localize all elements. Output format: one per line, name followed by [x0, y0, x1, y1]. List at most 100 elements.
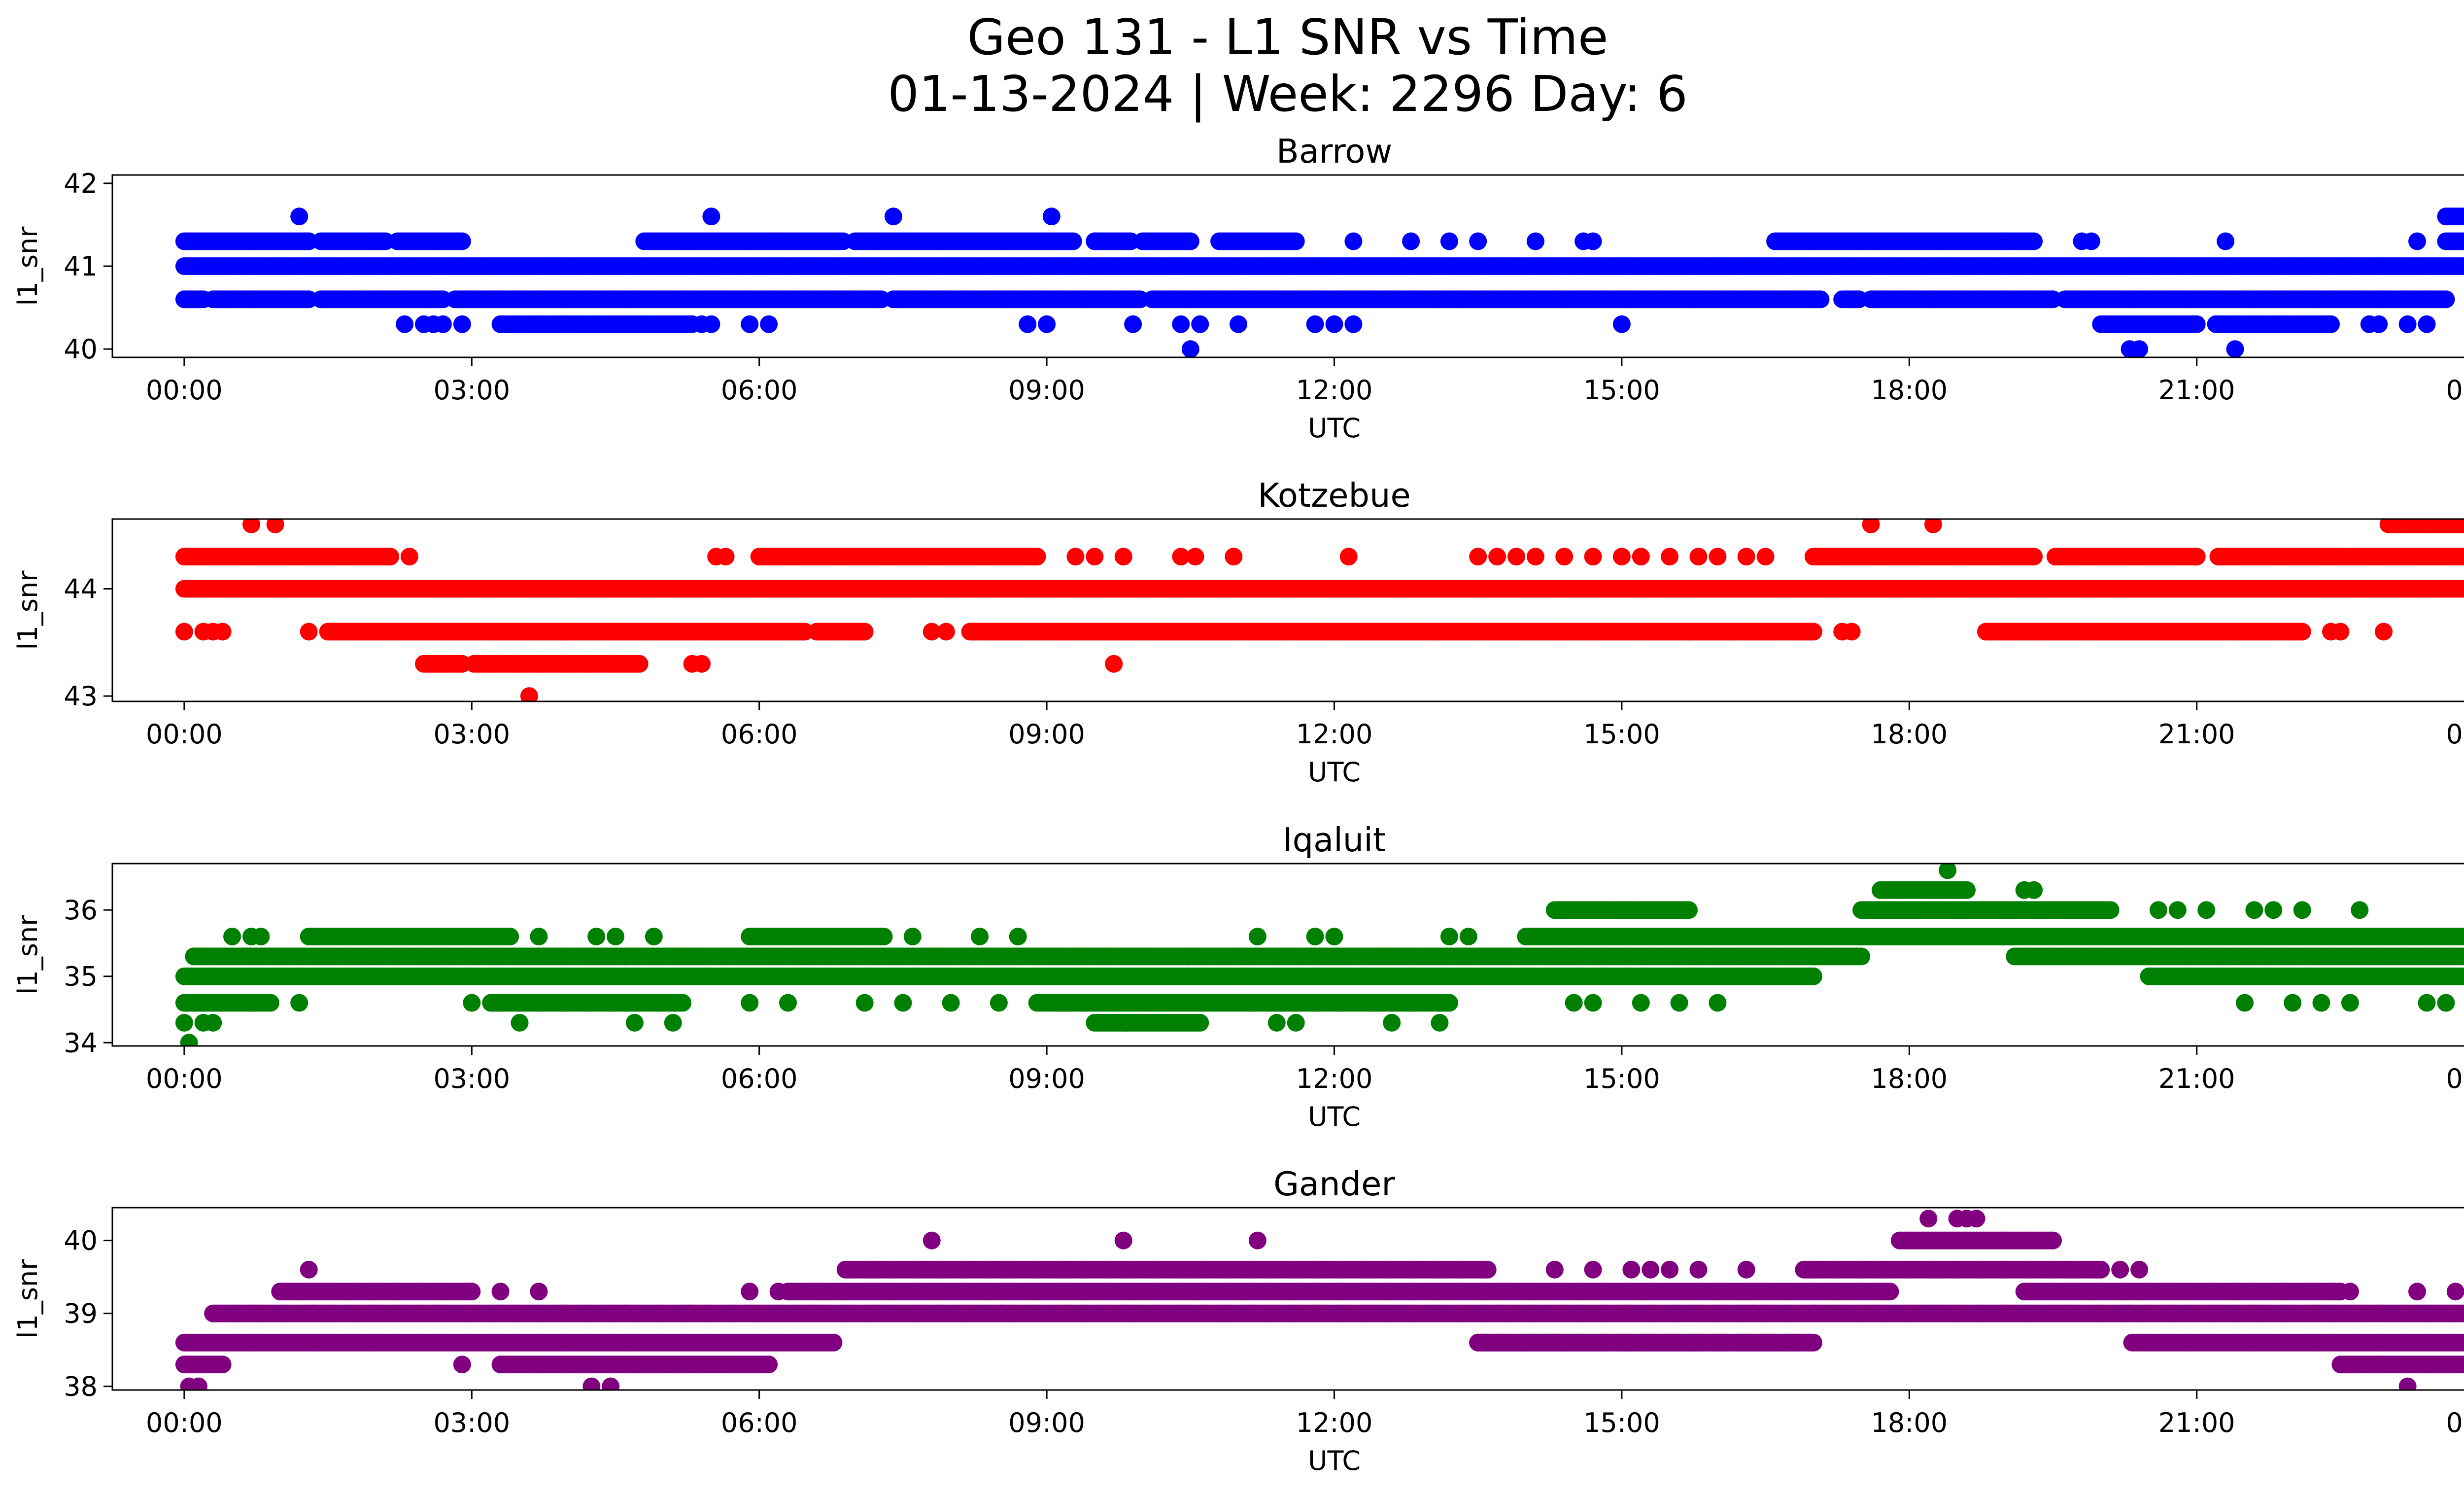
data-point — [1862, 519, 1880, 533]
data-point — [1066, 548, 1085, 566]
data-point — [702, 315, 720, 333]
data-point — [760, 315, 778, 333]
data-point — [396, 315, 414, 333]
x-tick-label: 12:00 — [1296, 719, 1373, 750]
data-point — [741, 315, 759, 333]
data-point — [2331, 623, 2350, 641]
data-point — [1804, 623, 1822, 641]
data-point — [1019, 315, 1037, 333]
x-axis-label: UTC — [1308, 413, 1361, 444]
y-tick-label: 43 — [64, 681, 98, 712]
data-point — [1230, 315, 1247, 333]
data-point — [453, 315, 471, 333]
x-tick-label: 15:00 — [1583, 719, 1660, 750]
data-point — [1086, 548, 1104, 566]
data-point — [2130, 340, 2149, 357]
data-point — [242, 519, 260, 533]
data-point — [856, 623, 874, 641]
data-point — [2375, 623, 2393, 641]
data-point — [1526, 548, 1544, 566]
data-point — [1064, 232, 1082, 250]
data-point — [2461, 235, 2464, 248]
data-point — [2226, 340, 2244, 357]
data-point — [520, 687, 538, 701]
x-tick-label: 03:00 — [433, 375, 510, 406]
x-tick-label: 18:00 — [1871, 375, 1948, 406]
data-point — [2461, 550, 2464, 563]
data-point — [2408, 232, 2426, 250]
data-point — [1086, 232, 1104, 250]
data-point — [2461, 519, 2464, 531]
x-tick-label: 06:00 — [721, 375, 798, 406]
x-tick-label: 06:00 — [721, 719, 798, 750]
y-axis-label: l1_snr — [12, 226, 43, 306]
data-point — [1469, 548, 1487, 566]
data-point — [1709, 548, 1727, 566]
data-point — [434, 315, 452, 333]
data-point — [1339, 548, 1358, 566]
data-point — [1689, 548, 1708, 566]
data-point — [2461, 209, 2464, 223]
data-point — [1186, 548, 1204, 566]
data-point — [400, 548, 418, 566]
data-point — [2293, 623, 2311, 641]
data-point — [2398, 315, 2417, 333]
x-tick-label: 00:00 — [146, 719, 223, 750]
data-point — [1124, 315, 1142, 333]
data-point — [1191, 315, 1209, 333]
subplot-title: Barrow — [1276, 132, 1392, 171]
y-tick-label: 41 — [64, 251, 98, 282]
data-point — [213, 623, 232, 641]
data-point — [1812, 290, 1830, 309]
y-tick-label: 44 — [64, 573, 98, 604]
data-point — [693, 655, 711, 673]
data-point — [1440, 232, 1458, 250]
data-point — [1172, 548, 1190, 566]
data-point — [1661, 548, 1679, 566]
subplot-title: Kotzebue — [1258, 476, 1410, 515]
data-point — [1924, 519, 1942, 533]
data-point — [1584, 548, 1602, 566]
data-point — [1344, 232, 1363, 250]
data-point — [1612, 548, 1631, 566]
data-point — [2188, 315, 2206, 333]
data-point — [1344, 315, 1363, 333]
data-point — [300, 623, 318, 641]
data-point — [717, 548, 735, 566]
x-tick-label: 21:00 — [2158, 375, 2235, 406]
data-point — [2461, 259, 2464, 273]
x-tick-label: 09:00 — [1008, 375, 1085, 406]
y-axis-label: l1_snr — [12, 570, 43, 650]
data-point — [1612, 315, 1631, 333]
x-axis-label: UTC — [1308, 757, 1361, 788]
data-point — [381, 548, 399, 566]
data-point — [2437, 290, 2455, 309]
data-point — [2025, 232, 2043, 250]
data-series — [175, 864, 2464, 1046]
data-point — [1402, 232, 1420, 250]
x-tick-label: 03:00 — [433, 719, 510, 750]
data-point — [1632, 548, 1650, 566]
x-tick-label: 21:00 — [2158, 719, 2235, 750]
data-point — [2025, 548, 2043, 566]
y-tick-label: 42 — [64, 168, 98, 199]
data-point — [2370, 315, 2388, 333]
data-point — [884, 208, 902, 226]
x-tick-label: 00:00 — [146, 375, 223, 406]
y-tick-label: 40 — [64, 334, 98, 365]
data-point — [1737, 548, 1755, 566]
data-point — [290, 208, 308, 226]
data-point — [1042, 208, 1061, 226]
data-point — [1306, 315, 1324, 333]
data-point — [1114, 548, 1132, 566]
data-point — [1469, 232, 1487, 250]
data-point — [1225, 548, 1243, 566]
data-point — [1028, 548, 1046, 566]
data-point — [266, 519, 284, 533]
data-point — [1325, 315, 1343, 333]
data-point — [630, 655, 649, 673]
x-tick-label: 00:00 — [2446, 719, 2464, 750]
